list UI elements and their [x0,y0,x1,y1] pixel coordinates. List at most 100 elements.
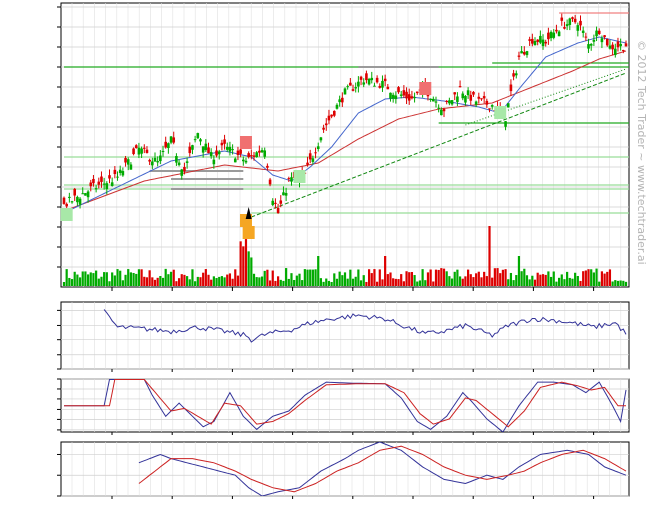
rsi-lines [103,309,627,343]
candle-body [474,101,478,105]
candle-body [351,89,355,91]
candle-body [142,147,146,149]
volume-bar [167,274,170,286]
arrow-up-icon [245,207,252,219]
candle-body [365,73,368,81]
volume-bar [416,281,419,286]
volume-bar [370,273,373,286]
volume-bar [429,269,432,286]
volume-bar [598,281,601,286]
volume-bar [421,269,424,286]
volume-bar [156,277,159,286]
volume-bar [485,276,488,286]
candle-body [319,137,323,141]
candle-body [547,32,550,40]
candle-body [370,77,374,81]
candle-body [349,82,352,86]
volume-bar [279,279,282,286]
candle-body [233,158,237,163]
candle-body [258,150,261,153]
moving-average-slow [63,50,627,212]
sell-marker [239,136,252,149]
candle-body [279,200,283,204]
candle-body [587,44,590,49]
candle-body [161,150,165,153]
candle-body [573,18,577,23]
volume-bar [595,268,598,286]
candle-body [432,98,435,102]
volume-bar [207,274,210,286]
volume-bar [349,269,352,286]
volume-bar [295,275,298,286]
volume-bar [95,270,98,286]
volume-bar [255,277,258,286]
sell-marker [419,82,432,95]
candle-body [105,183,109,190]
rsi-panel [57,301,630,372]
candle-body [212,159,216,165]
volume-bar [467,269,470,286]
volume-bar [228,273,232,286]
candle-body [466,90,470,96]
volume-bar [287,278,290,286]
candle-body [287,178,291,180]
candle-body [461,93,465,99]
candle-body [159,155,162,162]
candle-body [389,92,392,99]
candle-body [597,30,601,34]
candle-body [536,39,539,42]
volume-bar [78,277,82,286]
candle-body [378,85,382,88]
volume-bar [453,271,456,286]
candle-body [282,192,285,196]
volume-bar [488,226,491,286]
volume-bar [555,281,558,286]
candle-body [330,114,333,117]
candle-body [255,152,258,158]
volume-bar [68,277,71,286]
candle-body [410,96,414,99]
candle-body [373,85,376,87]
candle-body [354,87,358,89]
candle-body [102,183,106,185]
candle-body [306,162,309,165]
candle-body [437,107,440,109]
candle-body [225,146,229,150]
candle-body [199,139,202,142]
volume-bar [493,268,496,286]
volume-bar [84,271,87,286]
candle-body [308,153,312,160]
volume-bar [450,278,454,286]
volume-bar [218,276,221,286]
volume-bar [276,276,280,286]
candle-body [76,196,79,203]
candle-body [180,169,184,176]
candle-body [271,200,275,205]
volume-bar [560,274,563,286]
volume-bar [397,279,400,286]
volume-bar [571,278,574,286]
volume-bar [121,280,124,286]
volume-bar [274,280,277,286]
volume-bar [140,269,143,286]
volume-bar [533,279,537,286]
buy-marker [494,106,507,119]
volume-bar [351,278,355,286]
candle-body [528,39,531,41]
volume-bar [523,268,526,286]
volume-bar [600,271,604,286]
candle-body [450,100,454,105]
candle-body [576,25,580,31]
volume-bar [547,271,550,286]
volume-bar [504,269,507,286]
candle-body [121,171,125,176]
candle-body [595,30,598,37]
candle-body [622,50,625,52]
volume-bar [298,273,301,286]
volume-bar [402,281,405,286]
candle-body [480,98,483,100]
volume-bar [70,279,74,286]
volume-bar [408,272,411,286]
volume-bar [448,276,451,286]
candle-body [413,97,416,99]
